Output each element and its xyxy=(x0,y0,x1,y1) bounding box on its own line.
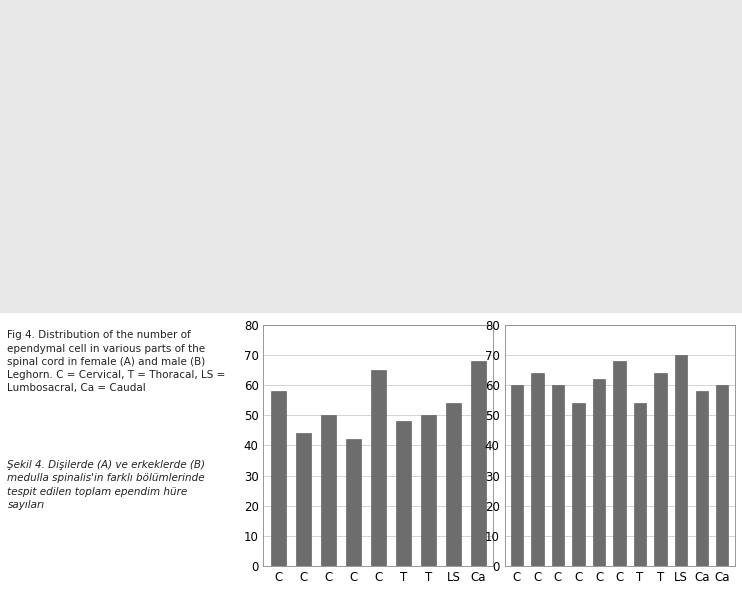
Bar xyxy=(271,391,286,566)
Bar xyxy=(421,415,436,566)
Bar xyxy=(510,385,523,566)
Bar xyxy=(446,403,461,566)
Bar xyxy=(614,360,626,566)
Bar xyxy=(471,360,486,566)
Text: Fig 4. Distribution of the number of
ependymal cell in various parts of the
spin: Fig 4. Distribution of the number of epe… xyxy=(7,330,226,393)
Bar xyxy=(296,433,311,566)
Bar xyxy=(371,370,386,566)
Bar xyxy=(531,373,544,566)
Bar xyxy=(634,403,646,566)
Bar xyxy=(572,403,585,566)
Bar xyxy=(675,355,687,566)
Bar xyxy=(321,415,336,566)
Text: Şekil 4. Dişilerde (A) ve erkeklerde (B)
medulla spinalis'in farklı bölümlerinde: Şekil 4. Dişilerde (A) ve erkeklerde (B)… xyxy=(7,460,206,510)
Bar xyxy=(593,379,605,566)
Bar xyxy=(346,440,361,566)
Bar xyxy=(396,421,411,566)
Bar xyxy=(552,385,564,566)
Bar xyxy=(695,391,708,566)
Bar xyxy=(716,385,729,566)
Bar xyxy=(654,373,667,566)
